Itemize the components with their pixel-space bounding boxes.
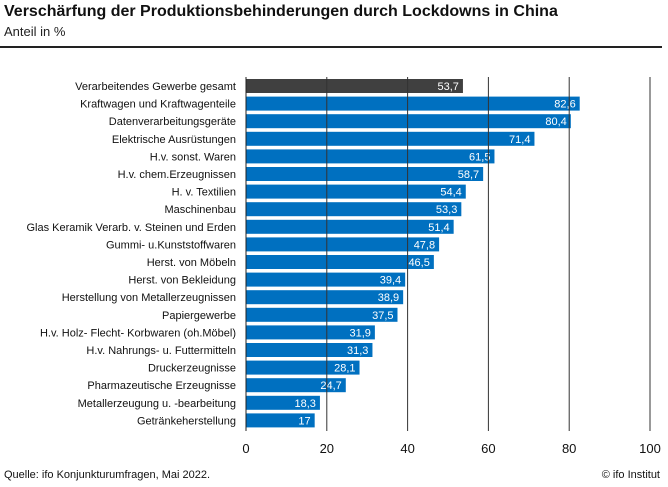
value-label: 39,4	[380, 275, 401, 287]
category-label: Herst. von Möbeln	[147, 257, 236, 269]
copyright: © ifo Institut	[601, 469, 660, 481]
x-tick-label: 40	[400, 441, 414, 456]
value-label: 82,6	[554, 99, 575, 111]
bar	[246, 395, 320, 410]
category-label: H.v. Holz- Flecht- Korbwaren (oh.Möbel)	[40, 327, 236, 339]
bar	[246, 219, 454, 234]
bar	[246, 360, 360, 375]
category-label: Getränkeherstellung	[137, 415, 236, 427]
category-label: Herstellung von Metallerzeugnissen	[62, 292, 236, 304]
value-label: 51,4	[428, 222, 449, 234]
category-label: Datenverarbeitungsgeräte	[109, 116, 236, 128]
value-label: 28,1	[334, 363, 355, 375]
bar	[246, 378, 346, 393]
value-label: 46,5	[408, 257, 429, 269]
category-label: H. v. Textilien	[172, 187, 236, 199]
source-note: Quelle: ifo Konjunkturumfragen, Mai 2022…	[4, 469, 211, 481]
bar	[246, 237, 440, 252]
bar	[246, 343, 373, 357]
value-label: 31,3	[347, 345, 368, 357]
category-label: Pharmazeutische Erzeugnisse	[87, 380, 236, 392]
bar	[246, 131, 535, 146]
category-label: Verarbeitendes Gewerbe gesamt	[75, 81, 236, 93]
bar	[246, 202, 462, 217]
category-label: Kraftwagen und Kraftwagenteile	[80, 99, 236, 111]
value-label: 18,3	[295, 398, 316, 410]
category-label: H.v. chem.Erzeugnissen	[118, 169, 236, 181]
value-label: 58,7	[458, 169, 479, 181]
bar	[246, 96, 580, 111]
x-tick-label: 60	[481, 441, 495, 456]
category-label: Herst. von Bekleidung	[128, 275, 236, 287]
value-label: 54,4	[440, 187, 461, 199]
category-label: Gummi- u.Kunststoffwaren	[106, 239, 236, 251]
bar	[246, 255, 434, 269]
x-tick-label: 20	[320, 441, 334, 456]
chart-subtitle: Anteil in %	[4, 24, 66, 39]
value-label: 17	[298, 415, 310, 427]
value-label: 37,5	[372, 310, 393, 322]
bar	[246, 413, 315, 428]
category-label: Papiergewerbe	[162, 310, 236, 322]
value-label: 71,4	[509, 134, 530, 146]
bar	[246, 272, 406, 287]
value-label: 47,8	[414, 239, 435, 251]
bar	[246, 149, 495, 164]
value-label: 24,7	[320, 380, 341, 392]
value-label: 80,4	[545, 116, 566, 128]
chart-title: Verschärfung der Produktionsbehinderunge…	[4, 3, 558, 20]
x-tick-label: 80	[562, 441, 576, 456]
bar	[246, 325, 375, 340]
x-tick-label: 100	[639, 441, 661, 456]
title-rule	[0, 46, 662, 48]
bar	[246, 79, 463, 93]
x-tick-label: 0	[242, 441, 249, 456]
bar	[246, 114, 571, 129]
value-label: 38,9	[378, 292, 399, 304]
category-label: Maschinenbau	[164, 204, 236, 216]
category-label: H.v. sonst. Waren	[150, 151, 236, 163]
value-label: 31,9	[349, 327, 370, 339]
category-label: H.v. Nahrungs- u. Futtermitteln	[86, 345, 236, 357]
bar	[246, 290, 404, 305]
category-label: Metallerzeugung u. -bearbeitung	[78, 398, 236, 410]
bar	[246, 307, 398, 322]
value-label: 61,5	[469, 151, 490, 163]
category-label: Glas Keramik Verarb. v. Steinen und Erde…	[26, 222, 236, 234]
category-label: Druckerzeugnisse	[148, 363, 236, 375]
bar	[246, 184, 466, 199]
value-label: 53,7	[438, 81, 459, 93]
value-label: 53,3	[436, 204, 457, 216]
category-label: Elektrische Ausrüstungen	[112, 134, 236, 146]
bar	[246, 167, 484, 181]
